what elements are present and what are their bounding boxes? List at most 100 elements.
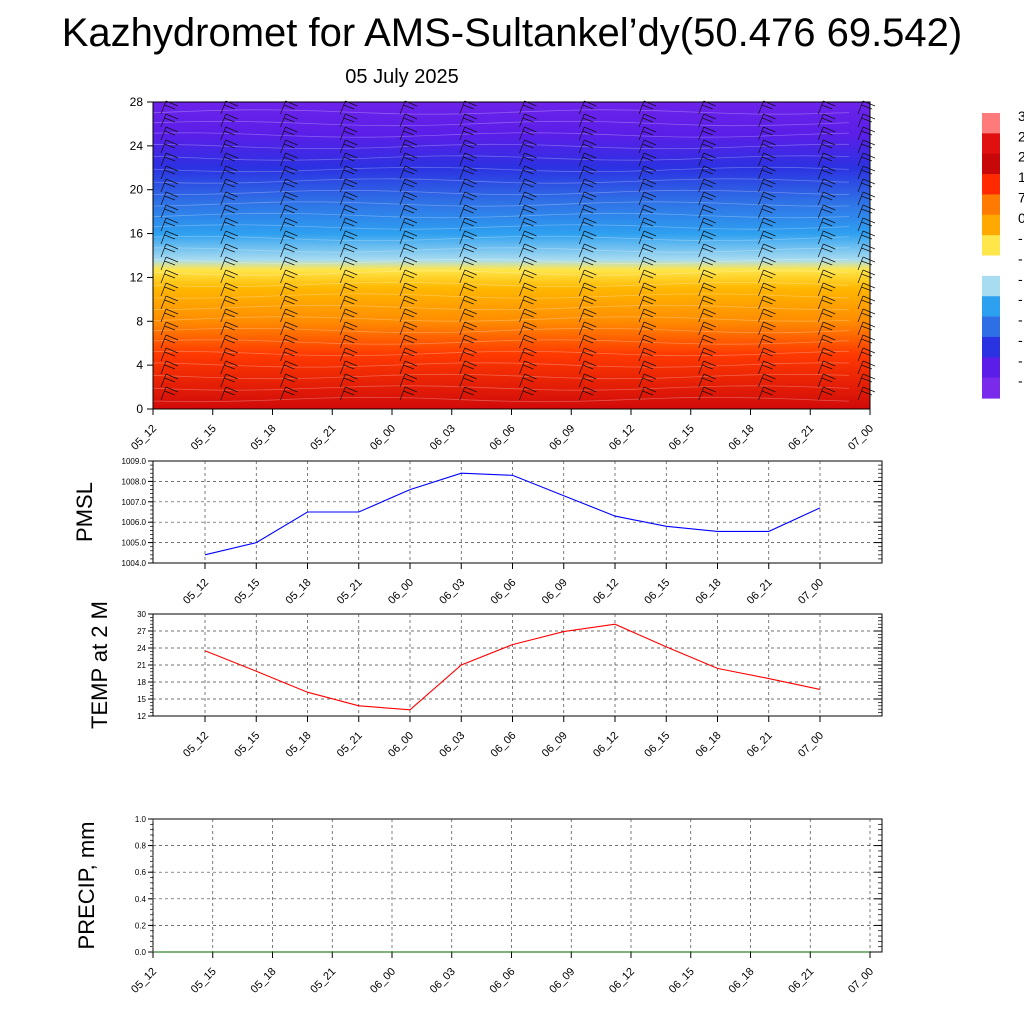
wind-barb-flag	[164, 208, 176, 214]
wind-barb	[857, 373, 864, 388]
xtick-label: 05_18	[284, 577, 314, 607]
wind-barb-flag	[403, 195, 415, 201]
wind-barb	[578, 269, 585, 284]
wind-barb-flag	[343, 312, 355, 318]
ytick-label: 27	[137, 627, 146, 636]
wind-barb-flag	[224, 143, 235, 149]
wind-barb	[638, 165, 645, 180]
heat-xtick-label: 06_06	[488, 423, 518, 453]
ytick-label: 0.0	[135, 948, 147, 957]
wind-barb-flag	[165, 360, 179, 367]
wind-barb-flag	[823, 165, 836, 172]
wind-barb-flag	[582, 364, 594, 370]
xtick-label: 05_15	[232, 730, 262, 760]
wind-barb	[578, 139, 585, 154]
wind-barb	[399, 139, 406, 154]
wind-barb-flag	[703, 204, 716, 211]
wind-barb	[857, 386, 864, 401]
wind-barb-flag	[862, 191, 876, 198]
wind-barb-flag	[403, 221, 415, 227]
wind-barb	[459, 256, 466, 271]
wind-barb-flag	[224, 299, 235, 305]
wind-barb-flag	[582, 247, 594, 253]
wind-barb-flag	[464, 217, 477, 224]
wind-barb-flag	[165, 282, 179, 289]
wind-barb	[519, 217, 525, 232]
wind-barb	[638, 360, 645, 375]
wind-barb-flag	[821, 325, 833, 331]
wind-barb	[280, 230, 286, 245]
wind-barb-flag	[343, 117, 355, 123]
wind-barb-flag	[463, 234, 474, 240]
wind-barb	[459, 113, 466, 128]
wind-barb	[698, 165, 705, 180]
wind-barb-flag	[862, 230, 876, 237]
wind-barb	[339, 126, 346, 141]
contour-line	[152, 373, 850, 380]
wind-barb	[758, 165, 764, 180]
wind-barb-flag	[522, 208, 534, 214]
xtick-label: 06_15	[667, 966, 697, 996]
wind-barb-flag	[283, 104, 295, 110]
wind-barb-flag	[464, 113, 477, 120]
wind-barb	[698, 373, 705, 388]
precip-point	[152, 951, 154, 953]
wind-barb-flag	[403, 312, 415, 318]
wind-barb-flag	[463, 351, 474, 357]
wind-barb-flag	[823, 113, 836, 120]
wind-barb-flag	[823, 243, 836, 250]
wind-barb	[220, 347, 227, 362]
wind-barb-flag	[524, 113, 537, 120]
wind-barb-flag	[164, 286, 176, 292]
wind-barb	[280, 360, 286, 375]
wind-barb-flag	[403, 182, 415, 188]
wind-barb	[280, 334, 286, 349]
wind-barb	[578, 373, 585, 388]
wind-barb	[638, 282, 645, 297]
xtick-label: 06_09	[540, 577, 570, 607]
wind-barb-flag	[702, 221, 713, 227]
heat-xtick-label: 06_00	[368, 423, 398, 453]
wind-barb-flag	[862, 295, 876, 302]
wind-barb-flag	[404, 282, 418, 289]
wind-barb	[160, 321, 167, 336]
wind-barb-flag	[404, 347, 418, 354]
xtick-label: 06_12	[591, 577, 621, 607]
wind-barb-flag	[761, 390, 773, 396]
wind-barb-flag	[584, 165, 597, 172]
wind-barb-flag	[702, 338, 713, 344]
wind-barb-flag	[464, 360, 477, 367]
wind-barb-flag	[862, 126, 876, 133]
wind-barb	[160, 256, 167, 271]
wind-barb-flag	[522, 351, 534, 357]
wind-barb-flag	[345, 243, 358, 250]
xtick-label: 06_00	[386, 577, 416, 607]
wind-barb-flag	[165, 269, 179, 276]
wind-barb-flag	[225, 256, 238, 263]
temp2m-line	[204, 623, 821, 711]
chart-title: Kazhydromet for AMS-Sultankel’dy(50.476 …	[61, 11, 963, 55]
xtick-label: 06_03	[437, 730, 467, 760]
wind-barb	[758, 178, 764, 193]
wind-barb-flag	[821, 338, 833, 344]
wind-barb	[857, 256, 864, 271]
wind-barb-flag	[464, 152, 477, 159]
wind-barb-flag	[702, 273, 713, 279]
wind-barb-flag	[225, 113, 238, 120]
ytick-label: 21	[137, 661, 146, 670]
wind-barb-flag	[761, 273, 773, 279]
wind-barb-flag	[584, 308, 597, 315]
wind-barb-flag	[823, 269, 836, 276]
wind-barb-flag	[763, 165, 776, 172]
wind-barb-flag	[703, 217, 716, 224]
wind-barb-flag	[165, 347, 179, 354]
wind-barb-flag	[823, 321, 836, 328]
wind-barb-flag	[165, 139, 179, 146]
colorbar-label: -	[1018, 271, 1023, 287]
temp-panel: 12 15 18 21 24 27 30 05_12 05_15 05_18 05_21 06_00 0…	[87, 601, 883, 760]
wind-barb-flag	[761, 208, 773, 214]
wind-barb-flag	[582, 299, 594, 305]
wind-barb-flag	[164, 260, 176, 266]
wind-barb-flag	[345, 308, 358, 315]
wind-barb	[758, 256, 764, 271]
